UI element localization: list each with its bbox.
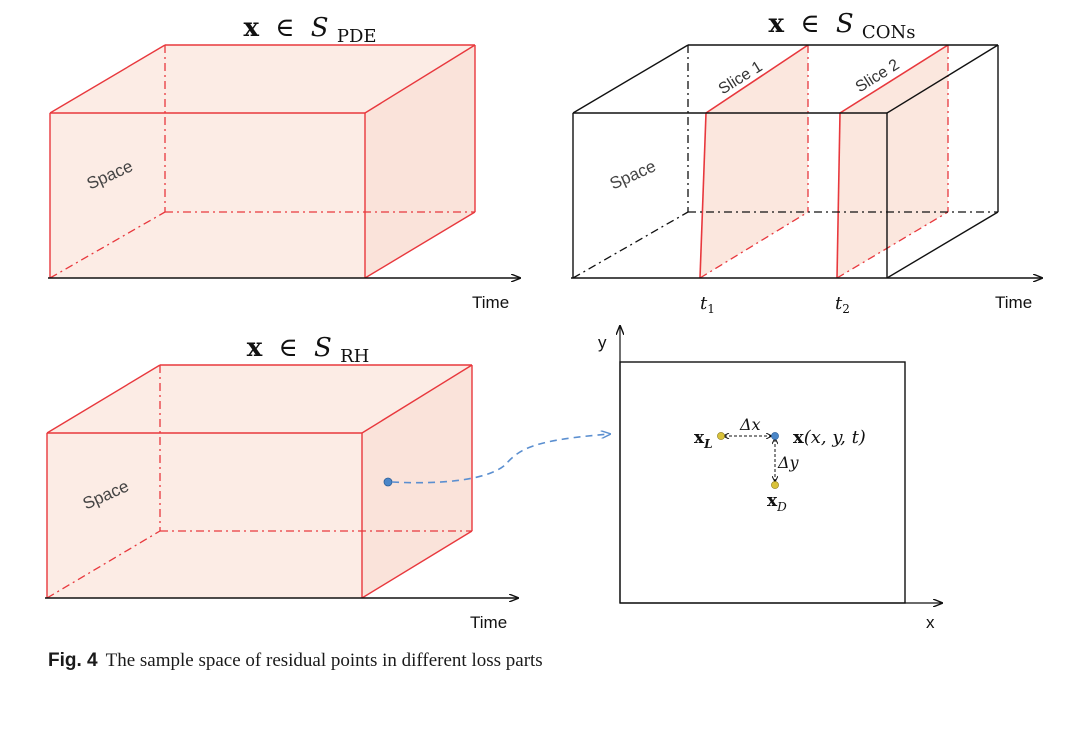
slice-1 [699,44,809,279]
center-var: x [793,427,804,448]
title-subscript: CONs [862,22,916,43]
pde-box [49,44,476,279]
panel-cons: x ∈ S CONs [571,9,1042,316]
title-variable: x [769,9,785,39]
figure: x ∈ S PDE Ti [45,9,1080,632]
caption-label: Fig. 4 [48,650,98,671]
title-set: S [311,13,329,43]
title-relation: ∈ [278,333,297,363]
title-set: S [314,333,332,363]
point-xl [717,432,725,440]
panel-cons-title: x ∈ S CONs [769,9,916,43]
t2-base: t [835,293,843,314]
panel-rh: x ∈ S RH Time [45,333,610,632]
point-xd [771,481,779,489]
cons-space-label: Space [607,156,659,193]
slice-2 [836,44,949,279]
rh-time-label: Time [470,613,507,632]
xd-var: x [767,491,778,511]
rh-box [46,364,473,599]
title-variable: x [243,13,259,43]
title-set: S [836,9,854,39]
xl-label: xL [694,428,713,451]
figure-caption: Fig. 4 The sample space of residual point… [48,650,543,672]
t1-label: t1 [700,293,715,316]
center-label: x(x, y, t) [793,427,866,448]
plane-x-label: x [926,613,935,632]
point-center [771,432,779,440]
t2-subscript: 2 [842,302,850,316]
dx-label: Δx [739,415,761,434]
pde-time-label: Time [472,293,509,312]
t1-subscript: 1 [707,302,715,316]
title-relation: ∈ [275,13,294,43]
plane-domain [619,361,906,604]
t2-label: t2 [835,293,850,316]
rh-sample-point [383,477,393,487]
title-subscript: PDE [337,26,377,47]
plane-y-label: y [598,333,607,352]
xd-label: xD [767,491,787,514]
caption-text: The sample space of residual points in d… [105,650,543,671]
center-args: (x, y, t) [804,427,866,448]
panel-rh-title: x ∈ S RH [247,333,370,367]
cons-box [572,44,999,279]
xd-subscript: D [776,500,787,514]
cons-time-label: Time [995,293,1032,312]
panel-plane: y x xL x(x, y, t) Δx Δy xD [598,326,942,632]
t1-base: t [700,293,708,314]
title-variable: x [247,333,263,363]
dy-label: Δy [777,453,800,472]
title-subscript: RH [340,346,369,367]
panel-pde-title: x ∈ S PDE [243,13,376,47]
xl-subscript: L [703,437,712,451]
panel-pde: x ∈ S PDE Ti [48,13,520,312]
title-relation: ∈ [800,9,819,39]
xl-var: x [694,428,705,448]
